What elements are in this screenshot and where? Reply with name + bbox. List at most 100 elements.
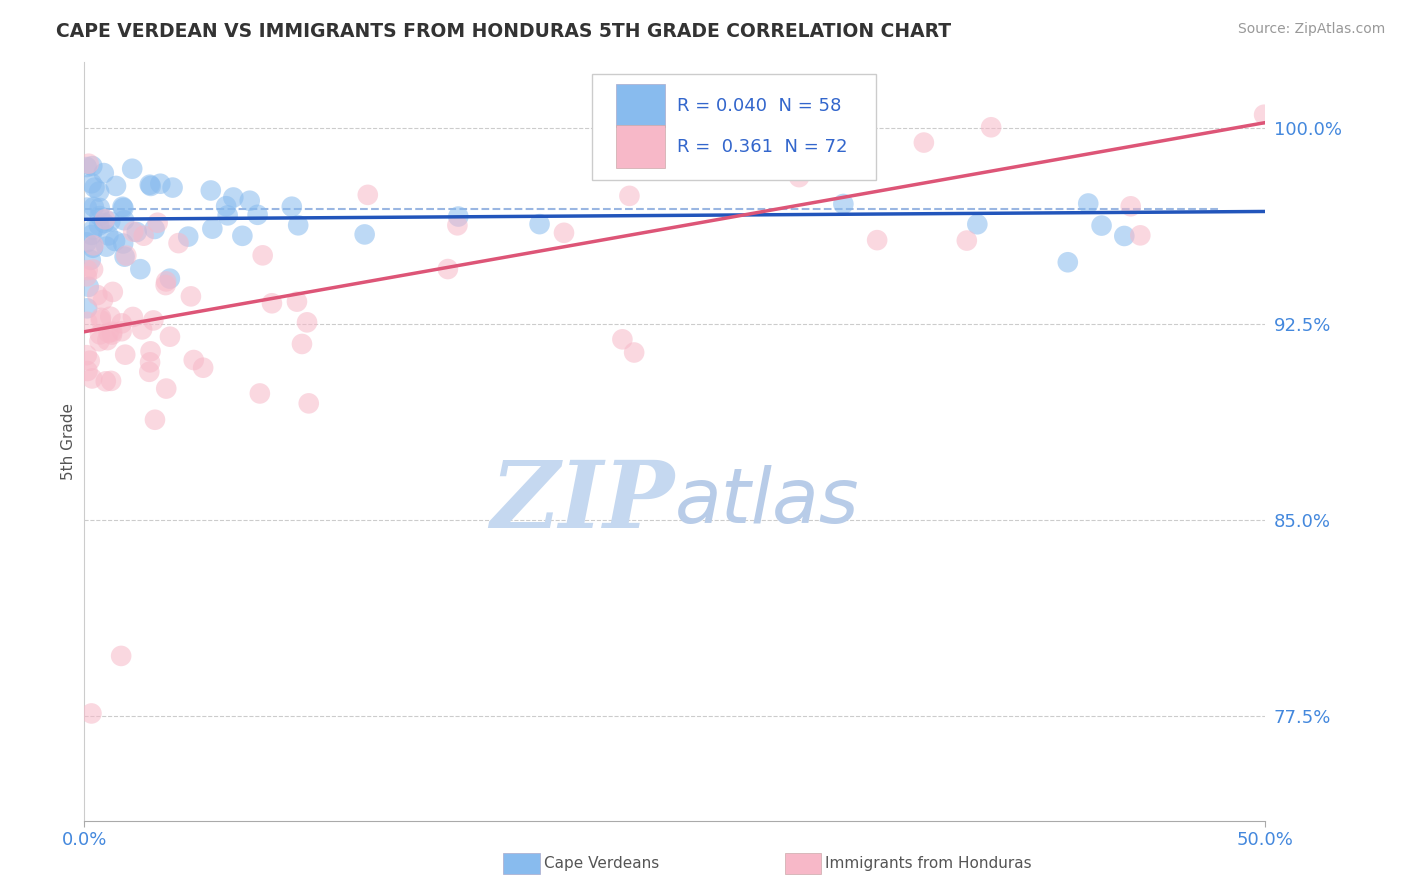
Y-axis label: 5th Grade: 5th Grade bbox=[60, 403, 76, 480]
Point bbox=[832, 197, 855, 211]
Point bbox=[222, 190, 245, 204]
Point bbox=[956, 234, 979, 248]
Point bbox=[260, 296, 283, 310]
Point bbox=[76, 263, 98, 277]
Point bbox=[82, 371, 104, 385]
Point bbox=[143, 413, 166, 427]
Point bbox=[231, 228, 253, 243]
Point bbox=[114, 348, 136, 362]
Point bbox=[285, 294, 308, 309]
Point bbox=[353, 227, 375, 242]
Point bbox=[82, 223, 104, 237]
Point bbox=[94, 374, 117, 388]
Point bbox=[97, 228, 120, 243]
Point bbox=[180, 289, 202, 303]
Point bbox=[1077, 196, 1099, 211]
Point bbox=[82, 241, 104, 255]
Point bbox=[142, 313, 165, 327]
Point bbox=[111, 200, 134, 214]
Point bbox=[79, 353, 101, 368]
Point bbox=[89, 334, 111, 349]
Point bbox=[281, 200, 304, 214]
Point bbox=[76, 301, 98, 316]
Point bbox=[143, 222, 166, 236]
Point bbox=[112, 201, 135, 215]
Point bbox=[98, 214, 121, 228]
Point bbox=[183, 353, 205, 368]
Point bbox=[90, 310, 112, 325]
Point bbox=[96, 239, 118, 253]
Point bbox=[125, 225, 148, 239]
Point bbox=[1056, 255, 1078, 269]
Point bbox=[93, 216, 115, 230]
Text: Source: ZipAtlas.com: Source: ZipAtlas.com bbox=[1237, 22, 1385, 37]
Point bbox=[738, 120, 761, 134]
Point bbox=[82, 238, 104, 252]
Point bbox=[87, 185, 110, 199]
Point bbox=[787, 170, 810, 185]
Point bbox=[146, 216, 169, 230]
Point bbox=[89, 209, 111, 223]
Point bbox=[122, 225, 145, 239]
Point bbox=[1090, 219, 1112, 233]
Point bbox=[155, 278, 177, 293]
Point bbox=[76, 201, 98, 215]
Point bbox=[98, 310, 121, 324]
Point bbox=[83, 200, 105, 214]
Point bbox=[112, 236, 135, 251]
Point bbox=[287, 219, 309, 233]
FancyBboxPatch shape bbox=[616, 126, 665, 168]
Text: Immigrants from Honduras: Immigrants from Honduras bbox=[825, 856, 1032, 871]
Point bbox=[83, 180, 105, 194]
Point bbox=[155, 274, 177, 288]
Point bbox=[357, 187, 380, 202]
Point bbox=[94, 212, 117, 227]
Point bbox=[111, 317, 134, 331]
Point bbox=[966, 217, 988, 231]
Point bbox=[104, 178, 127, 193]
Point bbox=[623, 345, 645, 359]
Point bbox=[1129, 228, 1152, 243]
Point bbox=[139, 344, 162, 359]
Point bbox=[80, 252, 103, 267]
Point bbox=[437, 262, 460, 277]
Point bbox=[97, 326, 120, 340]
Point bbox=[980, 120, 1002, 135]
Point bbox=[177, 229, 200, 244]
Point bbox=[866, 233, 889, 247]
Point bbox=[612, 332, 634, 346]
Point bbox=[112, 213, 135, 227]
Point bbox=[96, 333, 118, 347]
Point bbox=[149, 177, 172, 191]
Point bbox=[139, 178, 162, 192]
Point bbox=[132, 228, 155, 243]
Point bbox=[291, 337, 314, 351]
Point bbox=[89, 327, 111, 342]
Point bbox=[191, 360, 214, 375]
Point bbox=[121, 161, 143, 176]
Point bbox=[101, 325, 124, 339]
Point bbox=[239, 194, 262, 208]
Point bbox=[553, 226, 575, 240]
FancyBboxPatch shape bbox=[592, 74, 876, 180]
Point bbox=[87, 219, 110, 233]
Point bbox=[159, 271, 181, 285]
FancyBboxPatch shape bbox=[616, 85, 665, 127]
Point bbox=[295, 315, 318, 329]
Point bbox=[1119, 199, 1142, 213]
Text: CAPE VERDEAN VS IMMIGRANTS FROM HONDURAS 5TH GRADE CORRELATION CHART: CAPE VERDEAN VS IMMIGRANTS FROM HONDURAS… bbox=[56, 22, 952, 41]
Point bbox=[298, 396, 321, 410]
Point bbox=[77, 280, 100, 294]
Point bbox=[252, 248, 274, 262]
Point bbox=[76, 348, 98, 362]
Point bbox=[80, 706, 103, 721]
Point bbox=[249, 386, 271, 401]
Point bbox=[110, 648, 132, 663]
Text: R =  0.361  N = 72: R = 0.361 N = 72 bbox=[678, 137, 848, 155]
Point bbox=[167, 236, 190, 251]
Point bbox=[138, 365, 160, 379]
Text: Cape Verdeans: Cape Verdeans bbox=[544, 856, 659, 871]
Point bbox=[139, 178, 162, 193]
Point bbox=[215, 199, 238, 213]
Point bbox=[93, 166, 115, 180]
